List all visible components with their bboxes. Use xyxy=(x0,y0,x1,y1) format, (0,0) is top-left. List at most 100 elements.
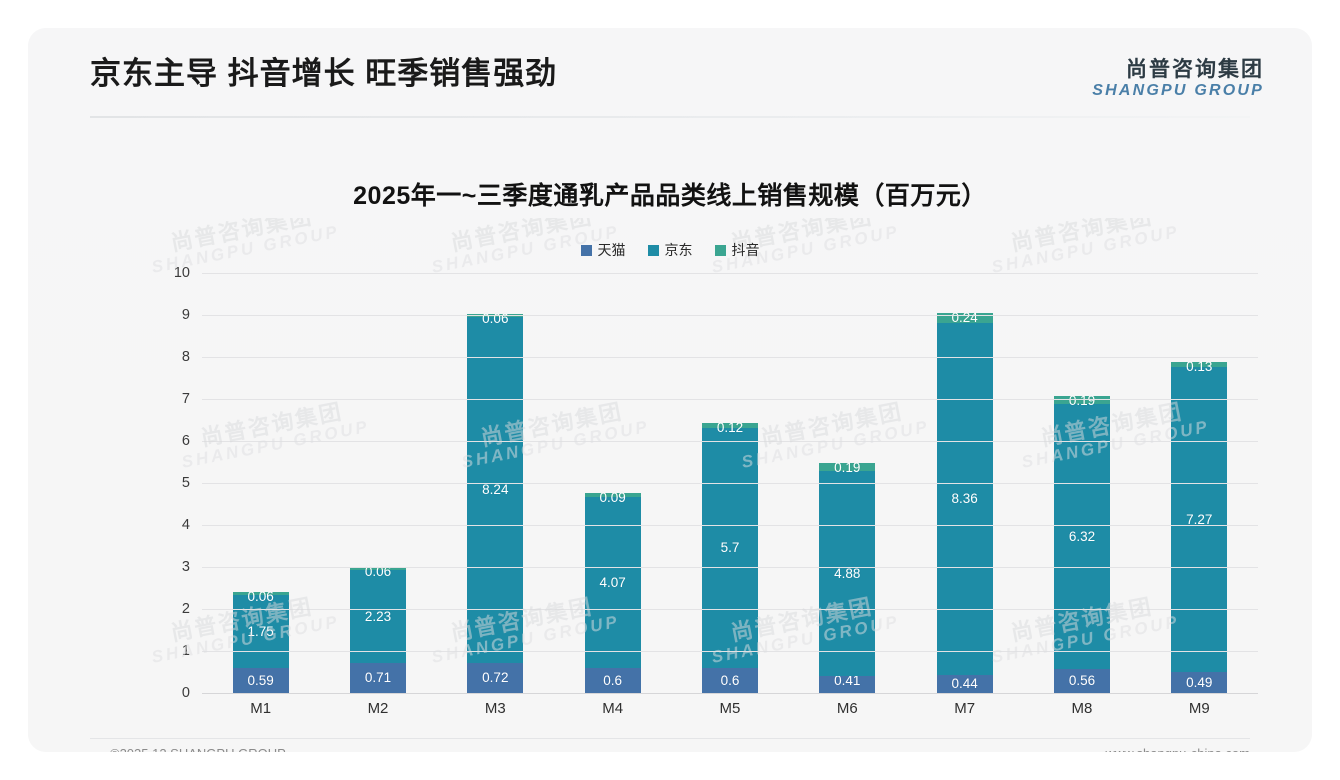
bar-segment-京东[interactable]: 1.75 xyxy=(232,594,289,669)
bar-stack: 0.49 7.27 0.13 xyxy=(1171,360,1228,693)
bar-value-label: 2.23 xyxy=(364,608,392,624)
y-axis-tick-label: 5 xyxy=(181,475,190,491)
gridline xyxy=(202,273,1258,274)
legend-swatch-icon xyxy=(714,244,726,256)
bar-value-label: 4.88 xyxy=(834,565,861,581)
page-title: 京东主导 抖音增长 旺季销售强劲 xyxy=(90,56,558,91)
gridline xyxy=(202,441,1258,442)
gridline xyxy=(202,315,1258,316)
bar-value-label: 0.13 xyxy=(1186,358,1213,374)
x-axis-tick-label: M3 xyxy=(484,700,506,717)
bar-value-label: 0.06 xyxy=(364,564,392,580)
x-axis-tick-label: M4 xyxy=(602,700,624,717)
bar-segment-抖音[interactable]: 0.13 xyxy=(1171,360,1228,373)
bar-value-label: 0.6 xyxy=(603,672,623,688)
bar-value-label: 0.19 xyxy=(1068,393,1096,409)
bar-segment-天猫[interactable]: 0.59 xyxy=(232,668,289,693)
y-axis-tick-label: 7 xyxy=(181,391,190,407)
bar-value-label: 0.44 xyxy=(951,676,978,692)
bar-column-M6[interactable]: 0.41 4.88 0.19 xyxy=(789,273,906,693)
bar-stack: 0.59 1.75 0.06 xyxy=(232,590,289,693)
bar-value-label: 5.7 xyxy=(720,540,740,556)
bar-segment-天猫[interactable]: 0.56 xyxy=(1053,669,1110,693)
bar-segment-抖音[interactable]: 0.19 xyxy=(819,461,876,474)
bar-segment-京东[interactable]: 6.32 xyxy=(1053,404,1110,670)
x-axis-tick-label: M1 xyxy=(250,700,272,717)
bar-value-label: 0.06 xyxy=(247,589,274,605)
y-axis-tick-label: 9 xyxy=(181,307,190,323)
y-axis-tick-label: 1 xyxy=(181,643,190,659)
bar-column-M1[interactable]: 0.59 1.75 0.06 xyxy=(202,273,319,693)
bar-segment-天猫[interactable]: 0.71 xyxy=(349,663,406,693)
x-axis-tick-label: M2 xyxy=(367,700,389,717)
legend-item-label: 抖音 xyxy=(731,242,760,258)
bar-column-M9[interactable]: 0.49 7.27 0.13 xyxy=(1141,273,1258,693)
bar-segment-京东[interactable]: 5.7 xyxy=(701,428,758,668)
bar-segment-天猫[interactable]: 0.72 xyxy=(467,662,524,693)
bar-column-M2[interactable]: 0.71 2.23 0.06 xyxy=(319,273,436,693)
bar-value-label: 1.75 xyxy=(247,623,274,639)
bar-column-M8[interactable]: 0.56 6.32 0.19 xyxy=(1023,273,1140,693)
logo-chinese-text: 尚普咨询集团 xyxy=(1126,58,1264,81)
chart-title: 2025年一~三季度通乳产品品类线上销售规模（百万元） xyxy=(353,182,987,210)
legend-item-天猫[interactable]: 天猫 xyxy=(580,240,626,260)
y-axis-tick-label: 3 xyxy=(181,559,190,575)
bar-stack: 0.6 4.07 0.09 xyxy=(584,491,641,693)
bar-value-label: 7.27 xyxy=(1186,512,1213,527)
header-divider xyxy=(90,116,1250,118)
bar-segment-天猫[interactable]: 0.6 xyxy=(584,667,641,693)
y-axis-tick-label: 0 xyxy=(181,685,190,701)
bar-segment-京东[interactable]: 4.07 xyxy=(584,496,641,668)
bar-stack: 0.56 6.32 0.19 xyxy=(1053,394,1110,693)
bar-value-label: 0.09 xyxy=(599,490,626,506)
bar-segment-抖音[interactable]: 0.19 xyxy=(1053,394,1110,407)
bar-segment-抖音[interactable]: 0.12 xyxy=(701,421,758,434)
bar-segment-京东[interactable]: 2.23 xyxy=(349,569,406,664)
bar-value-label: 0.41 xyxy=(834,672,861,688)
bar-stack: 0.72 8.24 0.06 xyxy=(467,312,524,693)
bar-segment-抖音[interactable]: 0.06 xyxy=(349,565,406,578)
bar-value-label: 0.71 xyxy=(364,670,392,686)
gridline xyxy=(202,567,1258,568)
y-axis-tick-label: 4 xyxy=(181,517,190,533)
bar-segment-天猫[interactable]: 0.44 xyxy=(936,674,993,693)
x-axis-tick-label: M9 xyxy=(1188,700,1210,717)
x-axis-tick-label: M6 xyxy=(836,700,858,717)
legend-item-label: 京东 xyxy=(664,242,693,258)
y-axis-tick-label: 10 xyxy=(173,265,190,281)
bars-container: 0.59 1.75 0.06 0.71 2.23 0.06 0.72 8.24 0.06 0.6 4… xyxy=(202,273,1258,693)
bar-segment-京东[interactable]: 8.24 xyxy=(467,316,524,663)
bar-value-label: 8.36 xyxy=(951,491,978,507)
x-axis-line xyxy=(202,693,1258,694)
bar-segment-京东[interactable]: 8.36 xyxy=(936,323,993,675)
legend-item-京东[interactable]: 京东 xyxy=(647,240,693,260)
bar-value-label: 0.56 xyxy=(1068,673,1096,689)
legend-swatch-icon xyxy=(647,244,659,256)
footer-website[interactable]: www.shangpu-china.com xyxy=(1105,746,1250,752)
x-axis-tick-label: M5 xyxy=(719,700,741,717)
gridline xyxy=(202,483,1258,484)
x-axis-labels: M1 M2 M3 M4 M5 M6 M7 M8 M9 xyxy=(202,700,1258,717)
bar-value-label: 0.19 xyxy=(834,459,861,475)
bar-segment-抖音[interactable]: 0.09 xyxy=(584,491,641,504)
y-axis-tick-label: 6 xyxy=(181,433,190,449)
slide-header: 京东主导 抖音增长 旺季销售强劲 尚普咨询集团 SHANGPU GROUP xyxy=(28,28,1312,120)
bar-segment-天猫[interactable]: 0.41 xyxy=(819,672,876,693)
bar-segment-京东[interactable]: 4.88 xyxy=(819,470,876,676)
bar-segment-抖音[interactable]: 0.24 xyxy=(936,311,993,324)
bar-value-label: 0.6 xyxy=(720,672,740,688)
gridline xyxy=(202,399,1258,400)
bar-value-label: 8.24 xyxy=(482,481,509,497)
bar-value-label: 6.32 xyxy=(1068,529,1096,545)
legend-item-抖音[interactable]: 抖音 xyxy=(714,240,760,260)
bar-value-label: 0.72 xyxy=(482,670,509,686)
bar-segment-天猫[interactable]: 0.49 xyxy=(1171,672,1228,693)
bar-stack: 0.6 5.7 0.12 xyxy=(701,421,758,693)
bar-column-M7[interactable]: 0.44 8.36 0.24 xyxy=(906,273,1023,693)
bar-column-M3[interactable]: 0.72 8.24 0.06 xyxy=(437,273,554,693)
logo-english-text: SHANGPU GROUP xyxy=(1092,81,1264,99)
bar-segment-京东[interactable]: 7.27 xyxy=(1171,367,1228,673)
bar-segment-天猫[interactable]: 0.6 xyxy=(701,667,758,693)
bar-column-M5[interactable]: 0.6 5.7 0.12 xyxy=(671,273,788,693)
bar-segment-抖音[interactable]: 0.06 xyxy=(232,590,289,603)
